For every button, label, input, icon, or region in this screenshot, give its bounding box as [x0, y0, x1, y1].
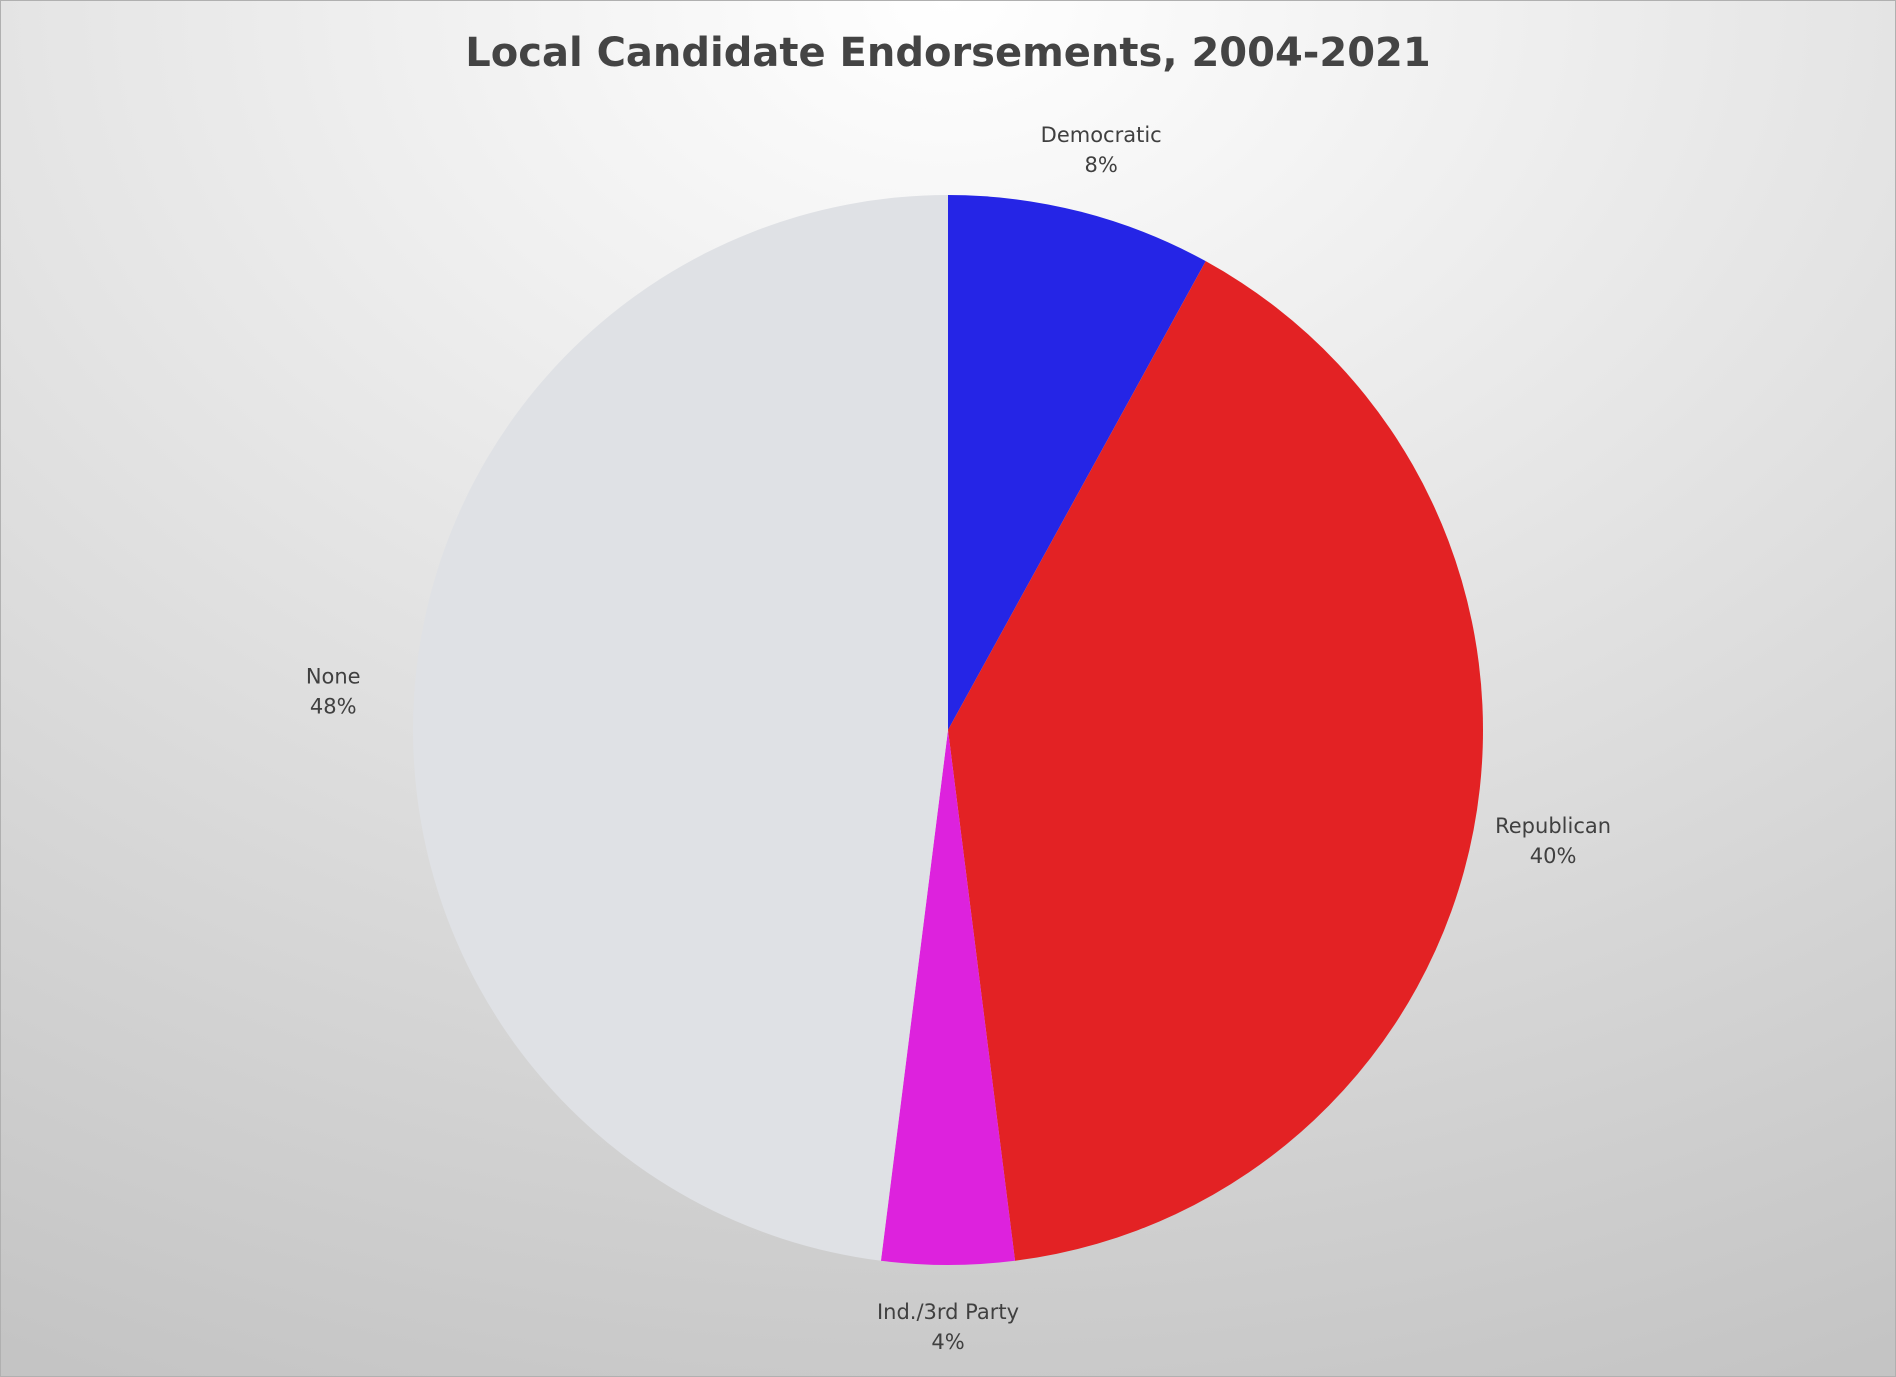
data-label-value: 48%: [310, 694, 357, 718]
pie-slice: [412, 195, 949, 1261]
pie: [412, 195, 1484, 1265]
data-label-name: Democratic: [1041, 123, 1162, 147]
pie-slice: [948, 261, 1484, 1261]
data-label-value: 8%: [1085, 153, 1118, 177]
pie-slice: [880, 730, 1016, 1265]
chart-title: Local Candidate Endorsements, 2004-2021: [465, 30, 1430, 76]
data-label-name: None: [306, 664, 361, 688]
data-label-value: 40%: [1530, 844, 1577, 868]
data-label-name: Republican: [1495, 814, 1611, 838]
data-label-name: Ind./3rd Party: [877, 1300, 1019, 1324]
pie-slice: [948, 195, 1206, 730]
data-label-value: 4%: [931, 1330, 964, 1354]
